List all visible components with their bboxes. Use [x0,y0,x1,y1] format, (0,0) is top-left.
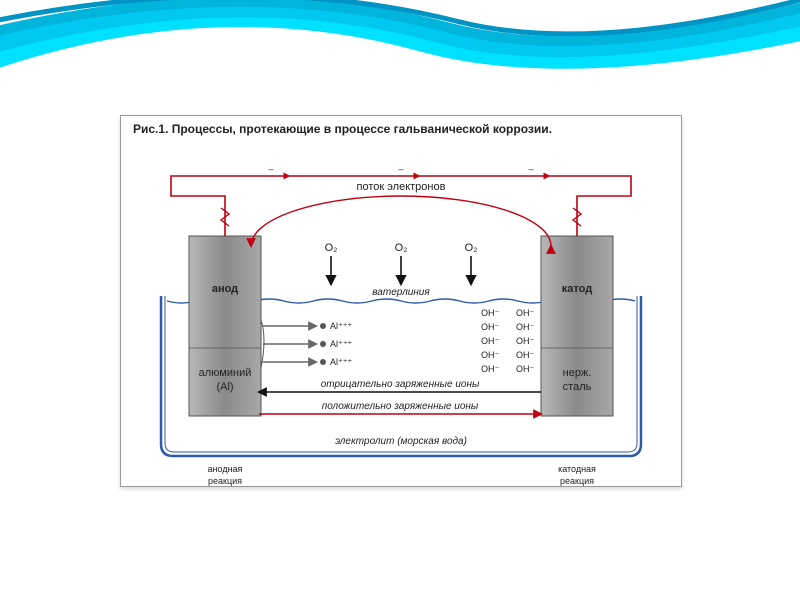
electron-flow-label: поток электронов [357,181,446,193]
swoosh-2 [0,9,800,55]
cathodic-label: катодная [558,464,596,474]
oh-ion-4-1: OH⁻ [516,364,535,374]
oh-ion-2-1: OH⁻ [516,336,535,346]
cathode-material: нерж. [563,367,592,379]
wire-spark-0 [221,208,229,226]
o2-label-0: O₂ [325,242,338,254]
anodic-label: анодная [208,464,243,474]
al-ion-dot-2 [320,359,326,365]
oh-ion-4-0: OH⁻ [481,364,500,374]
al-ion-label-2: Al⁺⁺⁺ [330,357,353,367]
o2-label-2: O₂ [465,242,478,254]
oh-ion-0-1: OH⁻ [516,308,535,318]
oh-ion-3-0: OH⁻ [481,350,500,360]
pos-ion-label: положительно заряженные ионы [322,401,479,412]
oh-ion-2-0: OH⁻ [481,336,500,346]
al-ion-label-0: Al⁺⁺⁺ [330,321,353,331]
oh-ion-3-1: OH⁻ [516,350,535,360]
anode-label: анод [212,283,238,295]
cathodic-label2: реакция [560,476,594,486]
svg-text:–: – [528,164,533,174]
anode-material: алюминий [199,367,252,379]
oh-ion-1-1: OH⁻ [516,322,535,332]
al-ion-dot-0 [320,323,326,329]
electrolyte-label: электролит (морская вода) [335,436,467,447]
figure-container: Рис.1. Процессы, протекающие в процессе … [120,115,682,487]
current-arc [251,196,551,246]
swoosh-4 [0,0,800,34]
neg-ion-label: отрицательно заряженные ионы [321,379,480,390]
oh-ion-1-0: OH⁻ [481,322,500,332]
oh-ion-0-0: OH⁻ [481,308,500,318]
wire-spark-1 [573,208,581,226]
corrosion-diagram: ватерлиния анод алюминий (Al) катод нерж. стал… [121,116,681,486]
anodic-label2: реакция [208,476,242,486]
slide-decoration [0,0,800,120]
al-ion-label-1: Al⁺⁺⁺ [330,339,353,349]
waterline-label: ватерлиния [372,287,430,298]
svg-text:–: – [398,164,403,174]
al-ion-dot-1 [320,341,326,347]
cathode-material2: сталь [563,381,592,393]
cathode-label: катод [562,283,592,295]
swoosh-1 [0,16,800,70]
o2-label-1: O₂ [395,242,408,254]
anode-material2: (Al) [216,381,233,393]
svg-text:–: – [268,164,273,174]
swoosh-3 [0,2,800,41]
